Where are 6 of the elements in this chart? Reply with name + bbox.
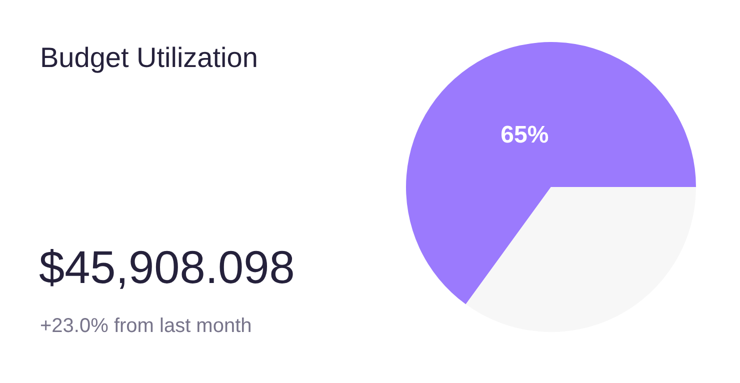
data-label: 65% bbox=[500, 121, 549, 148]
text: Budget Utilization bbox=[40, 42, 258, 74]
pie-slice bbox=[406, 42, 696, 304]
pie-slice bbox=[466, 187, 696, 332]
text: $45,908.098 bbox=[39, 240, 295, 294]
text: +23.0% from last month bbox=[40, 315, 252, 338]
